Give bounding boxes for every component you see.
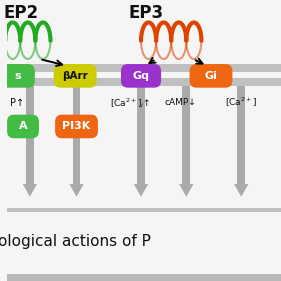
FancyBboxPatch shape [121,64,161,88]
FancyBboxPatch shape [7,115,39,138]
Text: Gi: Gi [205,71,217,81]
FancyBboxPatch shape [54,64,97,88]
Bar [182,86,190,184]
Polygon shape [234,184,248,197]
Text: EP3: EP3 [129,4,164,22]
Bar [6,78,281,86]
Text: EP2: EP2 [4,4,39,22]
Bar [6,274,281,281]
Bar [6,64,281,72]
Text: PI3K: PI3K [62,121,91,132]
Bar [6,208,281,212]
Text: s: s [14,71,21,81]
Text: [Ca$^{2+}$]$_i$↑: [Ca$^{2+}$]$_i$↑ [110,96,150,110]
Polygon shape [179,184,193,197]
Text: Gq: Gq [133,71,149,81]
FancyBboxPatch shape [55,115,98,138]
Text: [Ca$^{2+}$]: [Ca$^{2+}$] [225,96,257,109]
Text: A: A [19,121,27,132]
Bar [73,86,80,184]
Polygon shape [69,184,84,197]
Bar [26,86,34,184]
Polygon shape [23,184,37,197]
FancyBboxPatch shape [0,64,35,88]
Bar [137,86,145,184]
Text: ological actions of P: ological actions of P [0,234,151,249]
FancyBboxPatch shape [190,64,232,88]
Polygon shape [134,184,148,197]
Text: βArr: βArr [62,71,88,81]
Text: P↑: P↑ [10,98,24,108]
Bar [237,86,245,184]
Text: cAMP↓: cAMP↓ [165,98,197,107]
